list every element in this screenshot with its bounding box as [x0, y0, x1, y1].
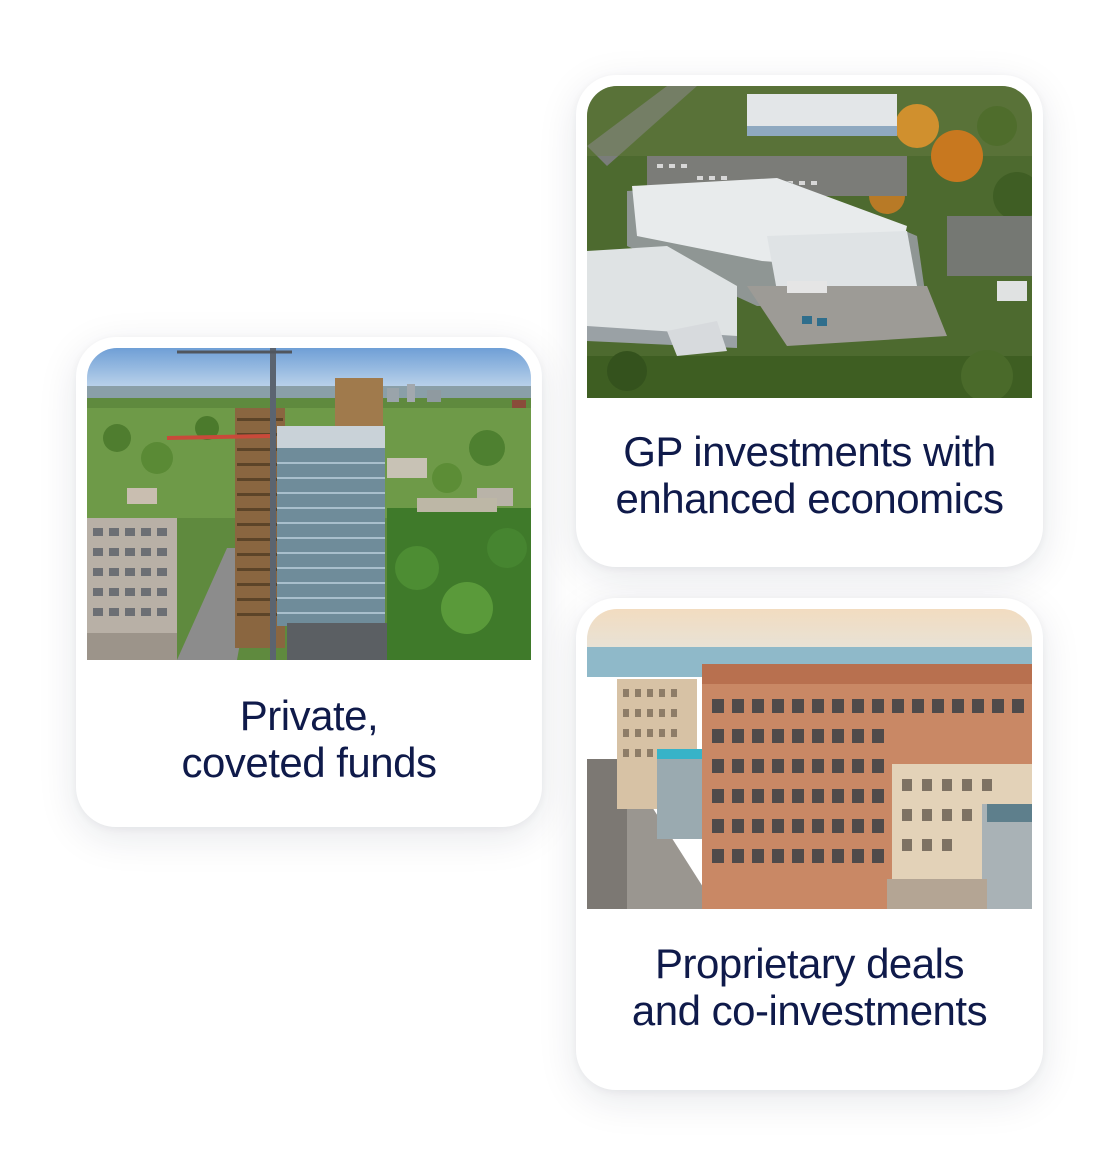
card-private-funds: Private, coveted funds	[76, 337, 542, 827]
caption-line: coveted funds	[181, 739, 437, 786]
caption-line: and co-investments	[631, 987, 988, 1034]
caption-line: GP investments with	[623, 428, 996, 475]
downtown-buildings-photo	[587, 609, 1032, 909]
card-caption: Private, coveted funds	[86, 692, 532, 786]
industrial-warehouses-photo	[587, 86, 1032, 398]
card-gp-investments: GP investments with enhanced economics	[576, 75, 1043, 567]
card-caption: GP investments with enhanced economics	[586, 428, 1033, 522]
caption-line: Private,	[239, 692, 379, 739]
card-proprietary-deals: Proprietary deals and co-investments	[576, 598, 1043, 1090]
city-towers-photo	[87, 348, 531, 660]
card-caption: Proprietary deals and co-investments	[586, 940, 1033, 1034]
caption-line: enhanced economics	[615, 475, 1004, 522]
caption-line: Proprietary deals	[655, 940, 964, 987]
